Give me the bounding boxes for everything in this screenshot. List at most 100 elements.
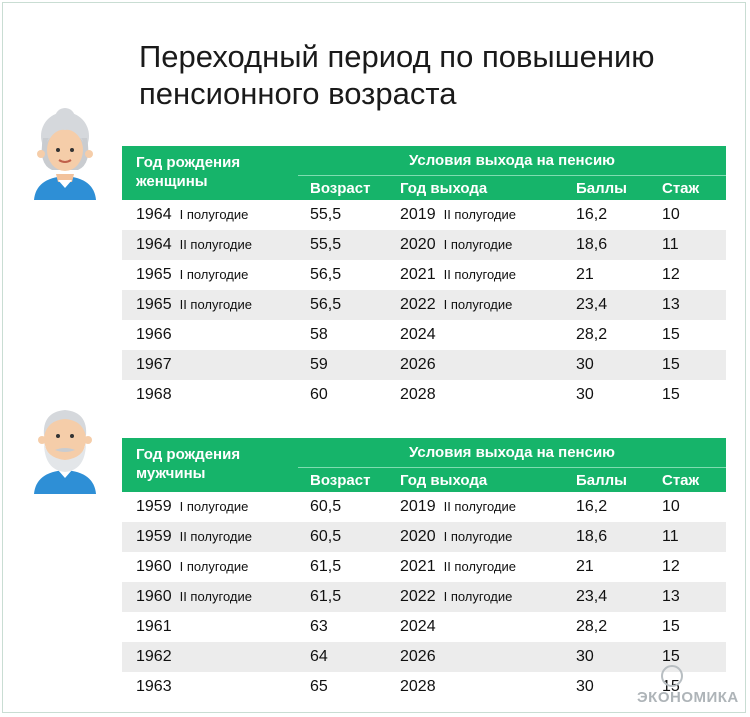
birth-cell: 1959 II полугодие [122, 522, 298, 552]
retirement-half-year: II полугодие [443, 559, 516, 574]
retirement-year: 2021 [400, 266, 436, 283]
year-cell: 2020 I полугодие [388, 230, 564, 260]
age-cell: 60,5 [298, 522, 388, 552]
age-cell: 55,5 [298, 230, 388, 260]
grandfather-avatar-icon [28, 402, 102, 494]
points-cell: 21 [564, 260, 650, 290]
retirement-age: 60 [310, 386, 328, 403]
birth-year: 1968 [136, 386, 172, 403]
experience-cell: 15 [650, 350, 726, 380]
retirement-age: 59 [310, 356, 328, 373]
age-cell: 61,5 [298, 552, 388, 582]
work-experience: 12 [662, 558, 680, 575]
work-experience: 10 [662, 498, 680, 515]
experience-cell: 12 [650, 552, 726, 582]
retirement-age: 64 [310, 648, 328, 665]
birth-half-year: II полугодие [179, 589, 252, 604]
year-cell: 2019 II полугодие [388, 200, 564, 230]
table-row: 1965 II полугодие 56,5 2022 I полугодие 23,4 1… [122, 290, 726, 320]
pension-points: 16,2 [576, 206, 608, 223]
pension-points: 30 [576, 356, 594, 373]
points-cell: 21 [564, 552, 650, 582]
experience-cell: 15 [650, 380, 726, 410]
retirement-year: 2022 [400, 588, 436, 605]
birth-year: 1960 [136, 588, 172, 605]
table-row: 1967 59 2026 30 15 [122, 350, 726, 380]
experience-cell: 13 [650, 582, 726, 612]
age-cell: 58 [298, 320, 388, 350]
points-cell: 30 [564, 672, 650, 702]
retirement-age: 65 [310, 678, 328, 695]
year-cell: 2024 [388, 612, 564, 642]
birth-year: 1967 [136, 356, 172, 373]
watermark-emblem-icon [661, 665, 683, 687]
birth-half-year: II полугодие [179, 529, 252, 544]
year-cell: 2028 [388, 672, 564, 702]
birth-half-year: I полугодие [179, 499, 249, 514]
birth-year: 1962 [136, 648, 172, 665]
retirement-year: 2028 [400, 678, 436, 695]
points-cell: 23,4 [564, 582, 650, 612]
age-cell: 55,5 [298, 200, 388, 230]
table-row: 1964 I полугодие 55,5 2019 II полугодие 16,2 1… [122, 200, 726, 230]
women-header-year: Год выхода [388, 175, 564, 200]
retirement-age: 56,5 [310, 266, 342, 283]
pension-points: 18,6 [576, 236, 608, 253]
men-header-age: Возраст [298, 467, 388, 492]
retirement-year: 2026 [400, 648, 436, 665]
retirement-year: 2028 [400, 386, 436, 403]
birth-cell: 1962 [122, 642, 298, 672]
birth-year: 1959 [136, 528, 172, 545]
birth-cell: 1960 II полугодие [122, 582, 298, 612]
retirement-half-year: II полугодие [443, 207, 516, 222]
men-header-experience: Стаж [650, 467, 726, 492]
retirement-age: 58 [310, 326, 328, 343]
age-cell: 65 [298, 672, 388, 702]
work-experience: 15 [662, 618, 680, 635]
birth-year: 1960 [136, 558, 172, 575]
men-table: Год рождения мужчины Условия выхода на п… [122, 438, 726, 702]
experience-cell: 12 [650, 260, 726, 290]
age-cell: 60 [298, 380, 388, 410]
points-cell: 18,6 [564, 230, 650, 260]
birth-cell: 1967 [122, 350, 298, 380]
retirement-year: 2020 [400, 236, 436, 253]
experience-cell: 15 [650, 642, 726, 672]
retirement-age: 61,5 [310, 558, 342, 575]
women-header-conditions: Условия выхода на пенсию [298, 146, 726, 176]
experience-cell: 15 [650, 612, 726, 642]
table-row: 1966 58 2024 28,2 15 [122, 320, 726, 350]
birth-half-year: I полугодие [179, 267, 249, 282]
birth-half-year: I полугодие [179, 559, 249, 574]
women-header-experience: Стаж [650, 175, 726, 200]
birth-year: 1965 [136, 296, 172, 313]
birth-half-year: I полугодие [179, 207, 249, 222]
age-cell: 61,5 [298, 582, 388, 612]
points-cell: 16,2 [564, 200, 650, 230]
birth-year: 1963 [136, 678, 172, 695]
retirement-half-year: I полугодие [443, 589, 513, 604]
points-cell: 28,2 [564, 612, 650, 642]
retirement-age: 56,5 [310, 296, 342, 313]
experience-cell: 10 [650, 492, 726, 522]
year-cell: 2026 [388, 350, 564, 380]
work-experience: 15 [662, 356, 680, 373]
points-cell: 30 [564, 380, 650, 410]
birth-year: 1959 [136, 498, 172, 515]
pension-points: 28,2 [576, 618, 608, 635]
table-row: 1968 60 2028 30 15 [122, 380, 726, 410]
points-cell: 18,6 [564, 522, 650, 552]
retirement-year: 2022 [400, 296, 436, 313]
pension-points: 30 [576, 386, 594, 403]
retirement-half-year: II полугодие [443, 267, 516, 282]
year-cell: 2020 I полугодие [388, 522, 564, 552]
retirement-year: 2024 [400, 326, 436, 343]
work-experience: 12 [662, 266, 680, 283]
birth-year: 1964 [136, 206, 172, 223]
table-row: 1960 II полугодие 61,5 2022 I полугодие 23,4 1… [122, 582, 726, 612]
birth-half-year: II полугодие [179, 297, 252, 312]
birth-cell: 1968 [122, 380, 298, 410]
women-header-points: Баллы [564, 175, 650, 200]
retirement-age: 55,5 [310, 206, 342, 223]
